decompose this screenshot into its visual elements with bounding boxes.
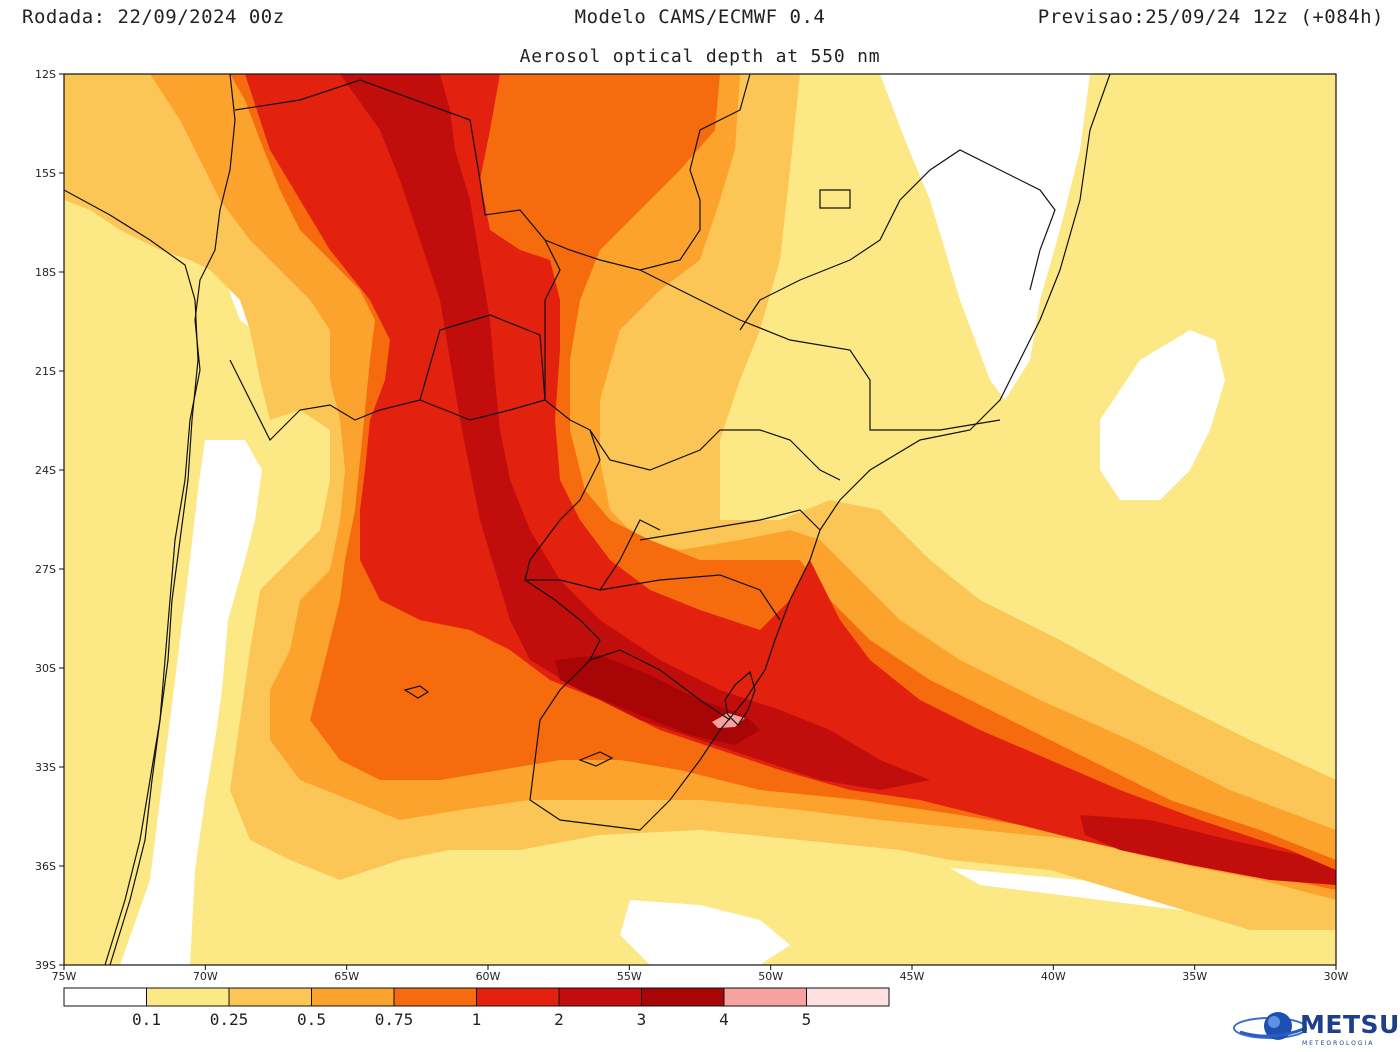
colorbar-swatch (641, 987, 725, 1007)
lat-label: 39S (35, 959, 56, 972)
aod-band-2 (340, 74, 930, 790)
border-state-mg (639, 269, 1001, 431)
colorbar-label: 0.1 (132, 1010, 161, 1029)
colorbar-label: 1 (472, 1010, 482, 1029)
lon-label: 30W (1324, 970, 1349, 983)
lagoa-dos-patos (724, 670, 756, 726)
coastline-chile (64, 189, 199, 965)
border-chile-argentina (104, 74, 236, 965)
aod-band-1 (245, 74, 1336, 885)
colorbar: 0.1 0.25 0.5 0.75 1 2 3 4 5 (63, 987, 890, 1029)
borders (64, 74, 1111, 965)
lat-label: 36S (35, 860, 56, 873)
border-bolivia (229, 79, 561, 442)
colorbar-label: 5 (802, 1010, 812, 1029)
map-frame (63, 73, 1337, 966)
lat-label: 24S (35, 464, 56, 477)
latitude-labels: 12S 15S 18S 21S 24S 27S 30S 33S 36S 39S (35, 68, 64, 972)
low-aod-area-northeast (880, 74, 1090, 400)
colorbar-swatch (228, 987, 312, 1007)
lon-label: 65W (334, 970, 359, 983)
colorbar-label: 2 (554, 1010, 564, 1029)
metsul-logo-tagline: METEOROLOGIA (1302, 1040, 1375, 1047)
colorbar-label: 4 (719, 1010, 729, 1029)
colorbar-label: 0.75 (375, 1010, 414, 1029)
lon-label: 70W (193, 970, 218, 983)
lat-label: 12S (35, 68, 56, 81)
border-brazil-uruguay (589, 649, 731, 721)
colorbar-swatch (393, 987, 477, 1007)
colorbar-swatch (146, 987, 230, 1007)
lon-label: 40W (1041, 970, 1066, 983)
colorbar-swatch (558, 987, 642, 1007)
low-aod-area-south (620, 900, 790, 965)
lon-label: 60W (476, 970, 501, 983)
lon-label: 55W (617, 970, 642, 983)
border-state-sc-rs (599, 509, 821, 621)
colorbar-swatch (311, 987, 395, 1007)
model-name: Modelo CAMS/ECMWF 0.4 (574, 6, 826, 28)
aod-band-3 (555, 655, 760, 745)
low-aod-area-chile (120, 440, 262, 965)
aod-band-2-ocean (1080, 815, 1336, 885)
lon-label: 35W (1182, 970, 1207, 983)
forecast-time: Previsao:25/09/24 12z (+084h) (1037, 6, 1384, 28)
lat-label: 15S (35, 167, 56, 180)
metsul-logo-text: METSUL (1300, 1010, 1400, 1039)
map-subtitle: Aerosol optical depth at 550 nm (519, 46, 881, 67)
lat-label: 27S (35, 563, 56, 576)
lon-label: 45W (900, 970, 925, 983)
aod-field (64, 74, 1336, 965)
coastline-south-brazil (639, 74, 1111, 831)
lat-label: 30S (35, 662, 56, 675)
colorbar-label: 0.25 (210, 1010, 249, 1029)
lat-label: 18S (35, 266, 56, 279)
border-argentina-uruguay (524, 579, 641, 831)
lake-argentina-east (578, 751, 614, 767)
colorbar-swatch (806, 987, 890, 1007)
run-date: Rodada: 22/09/2024 00z (22, 6, 285, 28)
lat-label: 33S (35, 761, 56, 774)
colorbar-label: 0.5 (297, 1010, 326, 1029)
border-state-ms (544, 74, 751, 271)
low-aod-area-atlantic (1100, 330, 1225, 500)
colorbar-label: 3 (637, 1010, 647, 1029)
lon-label: 50W (758, 970, 783, 983)
lon-label: 75W (52, 970, 77, 983)
colorbar-swatch (476, 987, 560, 1007)
border-paraguay (419, 314, 661, 591)
globe-icon (1233, 1012, 1307, 1040)
lat-label: 21S (35, 365, 56, 378)
longitude-labels: 75W 70W 65W 60W 55W 50W 45W 40W 35W 30W (52, 965, 1349, 983)
border-state-go-ba (739, 149, 1056, 331)
colorbar-swatch (63, 987, 147, 1007)
lake-salinas (403, 685, 430, 699)
box-federal-district (819, 189, 851, 209)
border-state-sp-pr (589, 429, 841, 481)
colorbar-swatch (723, 987, 807, 1007)
